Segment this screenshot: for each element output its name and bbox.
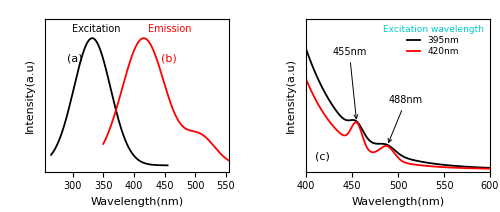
395nm	[420, 161, 426, 163]
395nm	[303, 48, 309, 50]
Text: (a): (a)	[67, 54, 82, 64]
Text: Excitation: Excitation	[72, 24, 120, 34]
Y-axis label: Intensity(a.u): Intensity(a.u)	[286, 58, 296, 133]
X-axis label: Wavelength(nm): Wavelength(nm)	[352, 197, 444, 207]
420nm	[442, 166, 448, 169]
420nm	[303, 78, 309, 80]
Line: 420nm: 420nm	[306, 79, 490, 169]
395nm	[314, 76, 320, 79]
Text: (b): (b)	[161, 54, 176, 64]
Text: 488nm: 488nm	[388, 95, 423, 142]
X-axis label: Wavelength(nm): Wavelength(nm)	[90, 197, 184, 207]
420nm	[487, 167, 493, 170]
395nm	[414, 160, 420, 162]
Text: Emission: Emission	[148, 24, 192, 34]
Line: 395nm: 395nm	[306, 49, 490, 168]
395nm	[410, 159, 416, 161]
Text: 455nm: 455nm	[332, 47, 366, 119]
420nm	[420, 164, 426, 167]
420nm	[410, 163, 416, 166]
395nm	[442, 164, 448, 166]
395nm	[462, 165, 468, 168]
420nm	[414, 164, 420, 166]
420nm	[314, 102, 320, 104]
Y-axis label: Intensity(a.u): Intensity(a.u)	[24, 58, 34, 133]
Text: (c): (c)	[316, 152, 330, 162]
420nm	[462, 167, 468, 169]
Legend: 395nm, 420nm: 395nm, 420nm	[381, 24, 486, 58]
395nm	[487, 167, 493, 169]
